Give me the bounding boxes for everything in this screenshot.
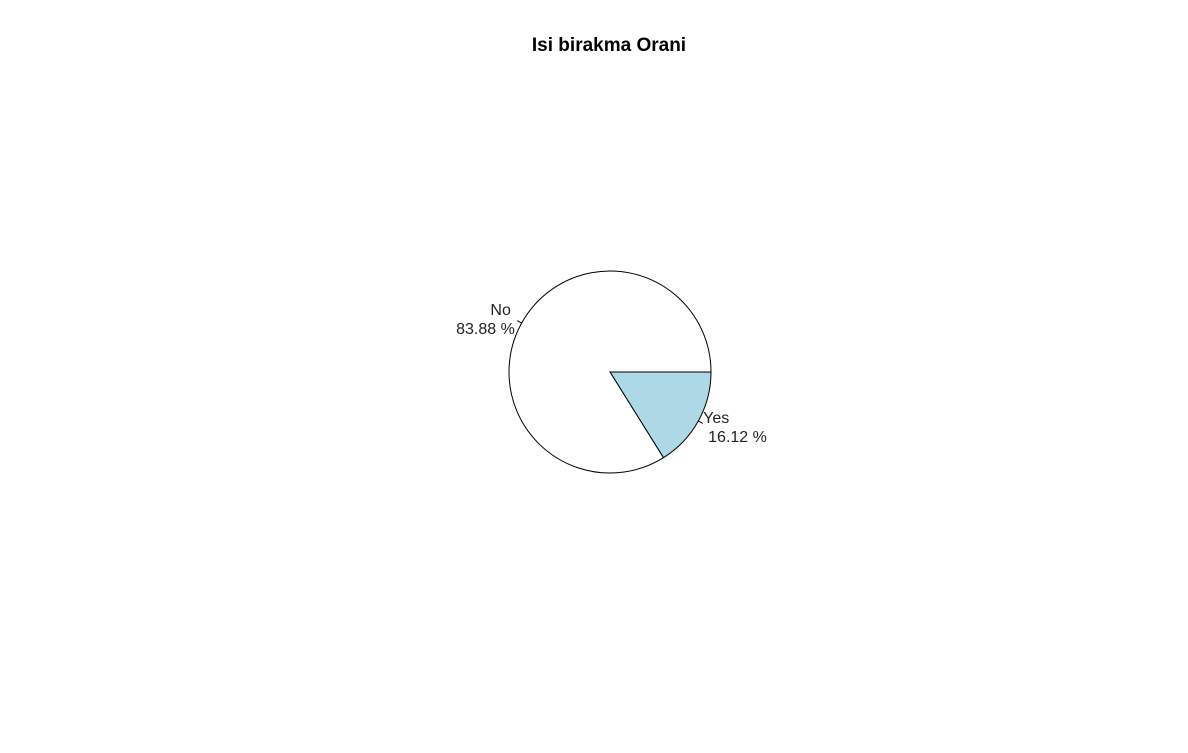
pie-slices	[508, 270, 712, 474]
chart-title: Isi birakma Orani	[532, 35, 686, 56]
pie-labels: Yes 16.12 % No 83.88 %	[456, 302, 767, 446]
slice-name-no: No	[490, 302, 511, 319]
slice-label-yes: Yes 16.12 %	[703, 410, 767, 446]
slice-label-no: No 83.88 %	[456, 302, 515, 338]
slice-percent-yes: 16.12 %	[708, 429, 767, 446]
pie-slice-no	[508, 270, 712, 474]
label-tick-no	[517, 320, 522, 324]
slice-percent-no: 83.88 %	[456, 321, 515, 338]
label-tick-yes	[698, 420, 703, 424]
pie-slice-yes	[609, 371, 712, 459]
slice-name-yes: Yes	[703, 410, 729, 427]
